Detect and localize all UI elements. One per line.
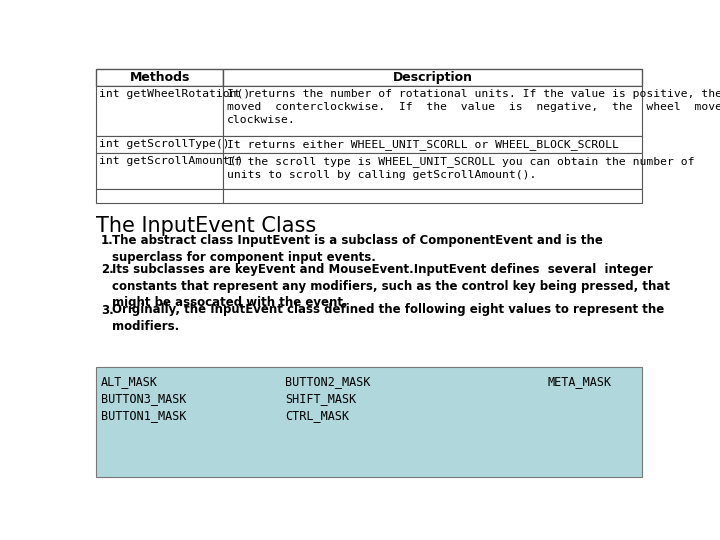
Bar (96, 189, 223, 202)
Text: 3.: 3. (101, 303, 114, 316)
Text: int getScrollAmount(): int getScrollAmount() (99, 157, 243, 166)
Text: 1.: 1. (101, 234, 114, 247)
Text: BUTTON2_MASK: BUTTON2_MASK (285, 375, 371, 388)
Text: Methods: Methods (130, 71, 190, 84)
Bar (223, 70, 642, 86)
Text: ALT_MASK: ALT_MASK (101, 375, 158, 388)
Text: CTRL_MASK: CTRL_MASK (285, 409, 349, 422)
Text: Its subclasses are keyEvent and MouseEvent.InputEvent defines  several  integer
: Its subclasses are keyEvent and MouseEve… (112, 264, 670, 309)
Text: If the scroll type is WHEEL_UNIT_SCROLL you can obtain the number of
units to sc: If the scroll type is WHEEL_UNIT_SCROLL … (228, 157, 695, 180)
Text: int getWheelRotation(): int getWheelRotation() (99, 90, 251, 99)
Bar (223, 86, 642, 137)
Text: The InputEvent Class: The InputEvent Class (96, 215, 317, 236)
Bar (96, 70, 223, 86)
Text: SHIFT_MASK: SHIFT_MASK (285, 392, 356, 405)
Bar (223, 153, 642, 189)
Text: Originally, the InputEvent class defined the following eight values to represent: Originally, the InputEvent class defined… (112, 303, 664, 333)
Text: int getScrollType(): int getScrollType() (99, 139, 230, 150)
Text: Description: Description (392, 71, 472, 84)
Bar (96, 153, 223, 189)
Text: META_MASK: META_MASK (547, 375, 611, 388)
Text: The abstract class InputEvent is a subclass of ComponentEvent and is the
supercl: The abstract class InputEvent is a subcl… (112, 234, 603, 264)
Bar (96, 367, 642, 477)
Bar (223, 189, 642, 202)
Text: 2.: 2. (101, 264, 114, 276)
Bar (96, 137, 223, 153)
Bar (96, 86, 223, 137)
Bar (223, 137, 642, 153)
Text: BUTTON1_MASK: BUTTON1_MASK (101, 409, 186, 422)
Text: It returns the number of rotational units. If the value is positive, the wheel
m: It returns the number of rotational unit… (228, 90, 720, 125)
Text: It returns either WHEEL_UNIT_SCORLL or WHEEL_BLOCK_SCROLL: It returns either WHEEL_UNIT_SCORLL or W… (228, 139, 619, 151)
Text: BUTTON3_MASK: BUTTON3_MASK (101, 392, 186, 405)
